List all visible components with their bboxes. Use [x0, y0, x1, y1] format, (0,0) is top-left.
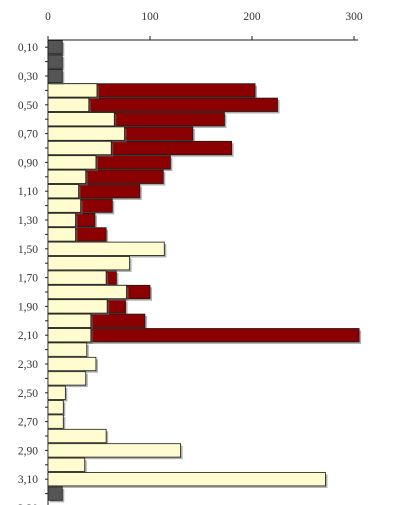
y-tick-label: 2,70 [18, 417, 38, 429]
x-tick-label: 300 [345, 11, 363, 23]
bar [47, 83, 98, 98]
bar [47, 443, 182, 458]
bar [47, 328, 92, 343]
bar [47, 68, 63, 84]
bar [47, 342, 88, 357]
bar [47, 97, 90, 112]
bar [47, 313, 92, 328]
bar [47, 198, 82, 213]
bar [47, 184, 80, 199]
y-tick-label: 3,10 [18, 474, 38, 486]
bar [47, 299, 108, 314]
bar [47, 284, 127, 300]
bar [47, 428, 107, 444]
y-tick-label: 1,50 [18, 244, 38, 256]
bar [47, 270, 107, 285]
y-axis: 0,10 0,30 0,50 0,70 0,90 1,10 1,30 1,50 1,70 1,90… [18, 40, 49, 505]
bar [47, 212, 76, 228]
bar [47, 356, 97, 372]
y-tick-label: 2,10 [18, 330, 38, 342]
bar [47, 385, 66, 400]
y-tick-label: 2,30 [18, 359, 38, 371]
y-tick-label: 1,10 [18, 186, 38, 198]
bar [47, 241, 165, 256]
bar [47, 54, 63, 69]
y-tick-label: 1,70 [18, 273, 38, 285]
x-tick-label: 100 [141, 11, 159, 23]
y-tick-label: 0,70 [18, 129, 38, 141]
y-tick-label: 0,50 [18, 100, 38, 112]
bar [47, 140, 112, 156]
y-tick-label: 1,30 [18, 215, 38, 227]
bar [47, 169, 87, 184]
y-tick-label: 3,30 [18, 503, 38, 505]
y-tick-label: 2,90 [18, 445, 38, 457]
y-tick-label: 0,30 [18, 71, 38, 83]
bar [47, 457, 86, 472]
bar [47, 40, 63, 55]
bar [47, 256, 130, 271]
y-tick-label: 0,90 [18, 157, 38, 169]
bar [47, 486, 63, 501]
bar [47, 155, 97, 170]
bar [47, 400, 64, 415]
bar [47, 472, 326, 487]
bar [47, 112, 115, 127]
x-axis: 0 100 200 300 [45, 11, 363, 41]
bar [47, 414, 64, 429]
bar [47, 126, 125, 141]
bars [47, 40, 362, 503]
x-tick-label: 0 [45, 11, 51, 23]
y-tick-label: 0,10 [18, 42, 38, 54]
bar [47, 371, 87, 386]
x-tick-label: 200 [243, 11, 261, 23]
bar [47, 328, 360, 343]
y-tick-label: 1,90 [18, 301, 38, 313]
bar [47, 227, 76, 242]
y-tick-label: 2,50 [18, 388, 38, 400]
